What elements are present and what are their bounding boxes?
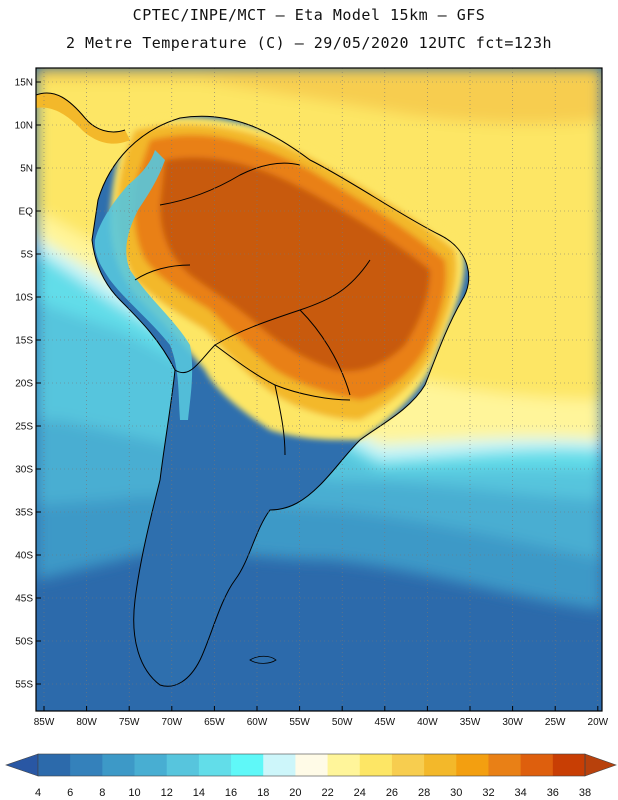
colorbar-label: 4 (35, 787, 41, 799)
lon-label: 70W (162, 717, 183, 728)
lat-label: 50S (15, 637, 33, 648)
lat-label: 35S (15, 508, 33, 519)
lat-label: 30S (15, 465, 33, 476)
colorbar-label: 6 (67, 787, 73, 799)
colorbar-swatch (231, 754, 264, 776)
colorbar-high-arrow (584, 753, 617, 777)
lat-label: 55S (15, 680, 33, 691)
colorbar-label: 36 (547, 787, 559, 799)
colorbar-label: 10 (128, 787, 140, 799)
longitude-labels: 85W 80W 75W 70W 65W 60W 55W 50W 45W 40W 35W 30W 25W 2… (34, 706, 609, 728)
lon-label: 40W (417, 717, 438, 728)
latitude-labels: 15N 10N 5N EQ 5S 10S 15S 20S 25S 30S 35S 40S 45S 50S 5… (15, 78, 41, 691)
lat-label: 5N (20, 164, 33, 175)
lat-label: 15N (15, 78, 33, 89)
colorbar-swatch (552, 754, 586, 776)
colorbar-swatch (166, 754, 200, 776)
lon-label: 80W (76, 717, 97, 728)
lon-label: 65W (204, 717, 225, 728)
lon-label: 50W (332, 717, 353, 728)
map-frame (35, 67, 603, 712)
colorbar-label: 18 (257, 787, 269, 799)
colorbar-label: 16 (225, 787, 237, 799)
lon-label: 20W (588, 717, 609, 728)
colorbar-labels: 4 6 8 10 12 14 16 18 20 22 24 26 28 30 32 34 36 38 (35, 787, 591, 799)
colorbar-swatch (134, 754, 168, 776)
colorbar-swatch (424, 754, 457, 776)
colorbar (5, 753, 617, 777)
colorbar-swatch (102, 754, 135, 776)
colorbar-label: 34 (515, 787, 527, 799)
colorbar-label: 8 (99, 787, 105, 799)
lon-label: 60W (247, 717, 268, 728)
colorbar-label: 14 (193, 787, 205, 799)
colorbar-label: 22 (321, 787, 333, 799)
lon-label: 75W (119, 717, 140, 728)
colorbar-label: 30 (450, 787, 462, 799)
colorbar-label: 12 (161, 787, 173, 799)
country-borders (36, 92, 470, 687)
map-field (36, 68, 602, 711)
colorbar-swatch (70, 754, 103, 776)
lon-label: 35W (460, 717, 481, 728)
falkland-islands (249, 655, 277, 664)
land-band-36 (160, 157, 430, 372)
lon-label: 55W (289, 717, 310, 728)
chart-title-line-1: CPTEC/INPE/MCT – Eta Model 15km – GFS (132, 6, 486, 24)
lon-label: 45W (375, 717, 396, 728)
lat-label: 20S (15, 379, 33, 390)
colorbar-swatch (263, 754, 296, 776)
lat-label: 5S (21, 250, 34, 261)
andes-cool-strip (94, 150, 193, 420)
colorbar-outline (37, 753, 586, 777)
colorbar-swatch (359, 754, 393, 776)
lat-label: 45S (15, 594, 33, 605)
lat-label: 10N (15, 121, 33, 132)
lat-label: 40S (15, 551, 33, 562)
colorbar-label: 24 (354, 787, 366, 799)
colorbar-low-arrow (5, 753, 39, 777)
lon-label: 25W (545, 717, 566, 728)
central-america-land (36, 92, 130, 144)
colorbar-swatch (327, 754, 361, 776)
colorbar-swatch (488, 754, 522, 776)
colorbar-label: 26 (386, 787, 398, 799)
lat-label: 15S (15, 336, 33, 347)
colorbar-label: 38 (579, 787, 591, 799)
colorbar-label: 32 (482, 787, 494, 799)
colorbar-label: 28 (418, 787, 430, 799)
colorbar-swatch (198, 754, 232, 776)
colorbar-label: 20 (289, 787, 301, 799)
chart-title-line-2: 2 Metre Temperature (C) – 29/05/2020 12U… (65, 34, 553, 52)
colorbar-swatch (295, 754, 328, 776)
lat-label: 25S (15, 422, 33, 433)
colorbar-swatch (391, 754, 425, 776)
lon-label: 85W (34, 717, 55, 728)
lon-label: 30W (502, 717, 523, 728)
colorbar-swatch (38, 754, 71, 776)
colorbar-swatch (520, 754, 554, 776)
colorbar-swatch (456, 754, 489, 776)
lat-label: 10S (15, 293, 33, 304)
lat-label: EQ (19, 207, 34, 218)
